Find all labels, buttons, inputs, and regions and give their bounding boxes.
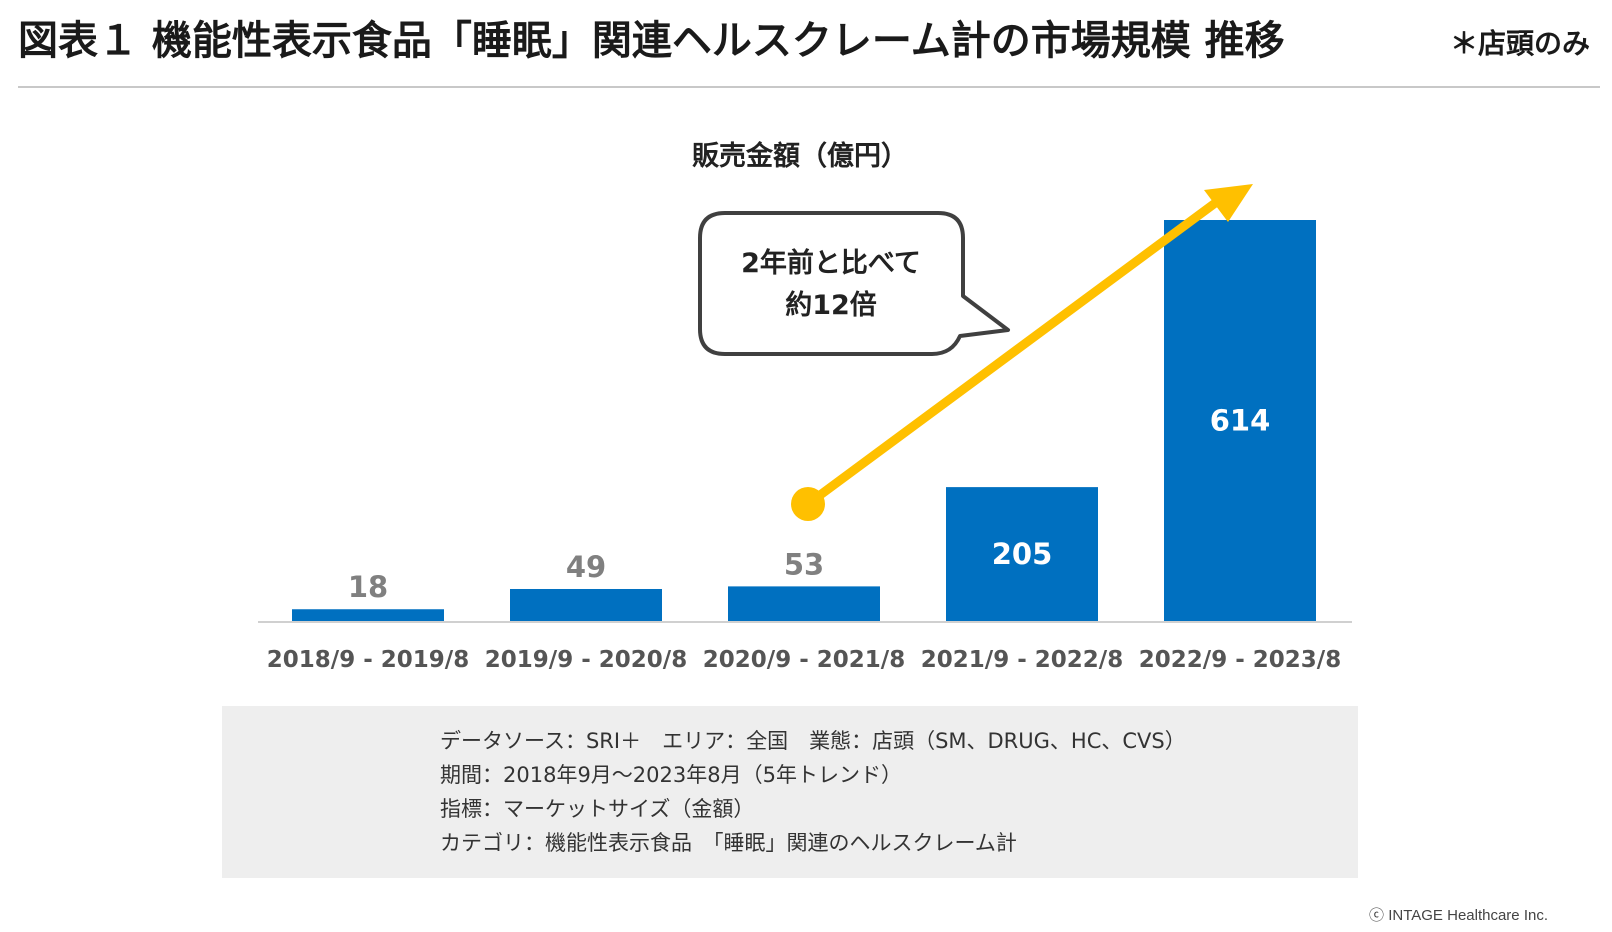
value-label-2: 53 [784,547,824,581]
growth-arrow-start-dot [791,487,825,521]
data-source-box [222,706,1358,878]
store-only-note: ＊店頭のみ [1449,27,1590,60]
data-source-text: データソース：SRI＋ エリア：全国 業態：店頭（SM、DRUG、HC、CVS）… [440,724,1186,860]
x-tick-label-1: 2019/9 - 2020/8 [485,647,687,673]
x-tick-label-3: 2021/9 - 2022/8 [921,647,1123,673]
source-line-category: カテゴリ：機能性表示食品 「睡眠」関連のヘルスクレーム計 [440,831,1017,855]
bar-2 [728,586,880,621]
growth-arrow-line [803,193,1227,509]
value-label-3: 205 [992,537,1053,571]
callout-line-1: 2年前と比べて [741,247,921,279]
bars-layer [292,220,1316,621]
page-title: 図表１ 機能性表示食品「睡眠」関連ヘルスクレーム計の市場規模 推移 [18,18,1285,64]
source-line-period: 期間：2018年9月～2023年8月（5年トレンド） [440,763,902,787]
x-tick-label-0: 2018/9 - 2019/8 [267,647,469,673]
value-label-4: 614 [1210,404,1271,438]
bar-chart: 販売金額（億円） 2018/9 - 2019/8 2019/9 - 2020/8 2… [258,140,1352,673]
x-tick-label-2: 2020/9 - 2021/8 [703,647,905,673]
callout-shape [698,211,1010,356]
callout-line-2: 約12倍 [785,289,877,321]
bar-1 [510,588,662,621]
bar-3 [946,487,1098,621]
bar-0 [292,609,444,621]
x-tick-label-4: 2022/9 - 2023/8 [1139,647,1341,673]
value-label-1: 49 [566,550,606,584]
growth-arrow-head [1204,184,1253,222]
value-label-0: 18 [348,570,388,604]
x-tick-labels: 2018/9 - 2019/8 2019/9 - 2020/8 2020/9 - 2… [267,647,1341,673]
source-line-metric: 指標：マーケットサイズ（金額） [440,797,755,821]
value-labels: 18 49 53 205 614 [348,404,1270,605]
source-line-datasource: データソース：SRI＋ エリア：全国 業態：店頭（SM、DRUG、HC、CVS） [440,729,1186,753]
callout-bubble: 2年前と比べて 約12倍 [698,211,1010,356]
bar-4 [1164,220,1316,621]
growth-arrow [791,184,1253,521]
chart-title: 販売金額（億円） [692,140,908,172]
header-divider [18,86,1600,88]
copyright: ⓒ INTAGE Healthcare Inc. [1369,907,1548,924]
